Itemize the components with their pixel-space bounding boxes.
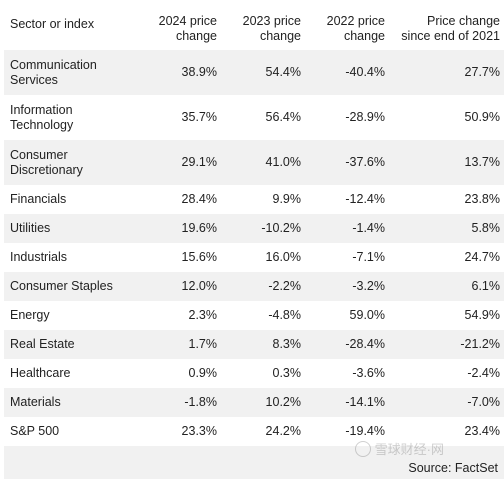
table-row: Information Technology 35.7% 56.4% -28.9% 50… (4, 95, 504, 140)
change-2024-cell: 35.7% (137, 95, 221, 140)
change-since-2021-cell: 50.9% (389, 95, 504, 140)
change-2023-cell: 10.2% (221, 388, 305, 417)
watermark: 雪球财经·网 (354, 439, 444, 458)
table-row: Utilities 19.6% -10.2% -1.4% 5.8% (4, 214, 504, 243)
change-2022-cell: -37.6% (305, 140, 389, 185)
change-2024-cell: 0.9% (137, 359, 221, 388)
sector-cell: Healthcare (4, 359, 137, 388)
change-2022-cell: -14.1% (305, 388, 389, 417)
change-since-2021-cell: 13.7% (389, 140, 504, 185)
table-row: Industrials 15.6% 16.0% -7.1% 24.7% (4, 243, 504, 272)
sector-cell: Industrials (4, 243, 137, 272)
sector-cell: Materials (4, 388, 137, 417)
table-row: Healthcare 0.9% 0.3% -3.6% -2.4% (4, 359, 504, 388)
sector-cell: Financials (4, 185, 137, 214)
table-row: Real Estate 1.7% 8.3% -28.4% -21.2% (4, 330, 504, 359)
change-2024-cell: 12.0% (137, 272, 221, 301)
change-2022-cell: -19.4% (305, 417, 389, 446)
sector-cell: Communication Services (4, 50, 137, 95)
change-2022-cell: -12.4% (305, 185, 389, 214)
header-row: Sector or index 2024 price change 2023 p… (4, 0, 504, 50)
change-2023-cell: -2.2% (221, 272, 305, 301)
change-2023-cell: 41.0% (221, 140, 305, 185)
column-header-since-2021: Price change since end of 2021 (401, 14, 500, 43)
column-header-2023: 2023 price change (242, 14, 301, 43)
change-2022-cell: -3.6% (305, 359, 389, 388)
change-2023-cell: 54.4% (221, 50, 305, 95)
table-row: Financials 28.4% 9.9% -12.4% 23.8% (4, 185, 504, 214)
change-2022-cell: -1.4% (305, 214, 389, 243)
sector-cell: Information Technology (4, 95, 137, 140)
column-header-sector: Sector or index (10, 16, 95, 31)
table-row: Energy 2.3% -4.8% 59.0% 54.9% (4, 301, 504, 330)
sector-cell: Real Estate (4, 330, 137, 359)
change-since-2021-cell: -2.4% (389, 359, 504, 388)
change-2024-cell: -1.8% (137, 388, 221, 417)
change-since-2021-cell: -21.2% (389, 330, 504, 359)
sector-cell: S&P 500 (4, 417, 137, 446)
change-since-2021-cell: -7.0% (389, 388, 504, 417)
sector-price-change-table: Sector or index 2024 price change 2023 p… (4, 0, 504, 479)
sector-cell: Utilities (4, 214, 137, 243)
watermark-text: 雪球财经·网 (374, 442, 444, 457)
table-row: Consumer Discretionary 29.1% 41.0% -37.6% 13… (4, 140, 504, 185)
change-since-2021-cell: 54.9% (389, 301, 504, 330)
change-2024-cell: 29.1% (137, 140, 221, 185)
sector-cell: Consumer Staples (4, 272, 137, 301)
change-2023-cell: -4.8% (221, 301, 305, 330)
change-2024-cell: 2.3% (137, 301, 221, 330)
change-since-2021-cell: 6.1% (389, 272, 504, 301)
change-2024-cell: 1.7% (137, 330, 221, 359)
change-2024-cell: 38.9% (137, 50, 221, 95)
table-row: S&P 500 23.3% 24.2% -19.4% 23.4% (4, 417, 504, 446)
change-2023-cell: 8.3% (221, 330, 305, 359)
sector-cell: Energy (4, 301, 137, 330)
change-since-2021-cell: 5.8% (389, 214, 504, 243)
change-2023-cell: 16.0% (221, 243, 305, 272)
change-since-2021-cell: 23.8% (389, 185, 504, 214)
change-2022-cell: -3.2% (305, 272, 389, 301)
column-header-2022: 2022 price change (326, 14, 385, 43)
change-2022-cell: -40.4% (305, 50, 389, 95)
change-2024-cell: 15.6% (137, 243, 221, 272)
change-2024-cell: 23.3% (137, 417, 221, 446)
sector-cell: Consumer Discretionary (4, 140, 137, 185)
change-since-2021-cell: 23.4% (389, 417, 504, 446)
change-since-2021-cell: 24.7% (389, 243, 504, 272)
change-2023-cell: 24.2% (221, 417, 305, 446)
change-2024-cell: 19.6% (137, 214, 221, 243)
change-since-2021-cell: 27.7% (389, 50, 504, 95)
change-2022-cell: -7.1% (305, 243, 389, 272)
change-2023-cell: -10.2% (221, 214, 305, 243)
change-2023-cell: 9.9% (221, 185, 305, 214)
table-row: Materials -1.8% 10.2% -14.1% -7.0% (4, 388, 504, 417)
column-header-2024: 2024 price change (158, 14, 217, 43)
table-row: Consumer Staples 12.0% -2.2% -3.2% 6.1% (4, 272, 504, 301)
change-2022-cell: -28.4% (305, 330, 389, 359)
change-2022-cell: 59.0% (305, 301, 389, 330)
change-2024-cell: 28.4% (137, 185, 221, 214)
watermark-logo-icon (354, 440, 371, 457)
change-2023-cell: 0.3% (221, 359, 305, 388)
change-2022-cell: -28.9% (305, 95, 389, 140)
change-2023-cell: 56.4% (221, 95, 305, 140)
table-row: Communication Services 38.9% 54.4% -40.4% 27… (4, 50, 504, 95)
